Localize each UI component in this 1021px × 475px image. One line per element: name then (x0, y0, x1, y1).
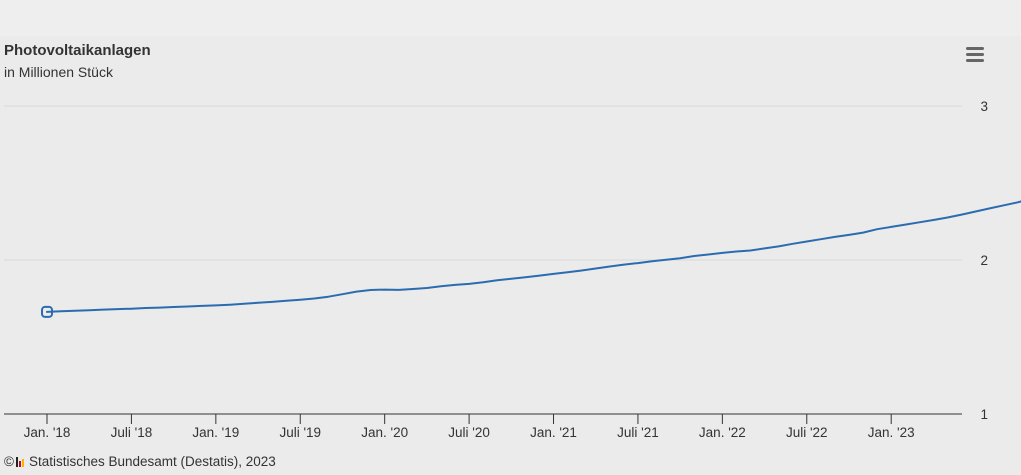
x-tick-label: Jan. '23 (868, 425, 915, 440)
destatis-logo-icon (15, 456, 25, 467)
menu-bar (966, 59, 984, 62)
hamburger-menu-icon[interactable] (962, 42, 988, 66)
x-tick-label: Jan. '18 (24, 425, 71, 440)
source-credit: © Statistisches Bundesamt (Destatis), 20… (4, 454, 276, 469)
x-tick-label: Juli '22 (786, 425, 828, 440)
x-tick-label: Juli '19 (279, 425, 321, 440)
y-tick-label: 1 (980, 407, 988, 422)
menu-bar (966, 47, 984, 50)
y-tick-label: 3 (980, 99, 988, 114)
series-layer[interactable] (41, 169, 1021, 318)
series-line[interactable] (46, 169, 1021, 313)
y-tick-label: 2 (980, 253, 988, 268)
top-strip (0, 0, 1021, 36)
x-tick-label: Juli '20 (448, 425, 490, 440)
x-tick-label: Jan. '21 (530, 425, 577, 440)
source-text: Statistisches Bundesamt (Destatis), 2023 (28, 454, 276, 469)
y-axis-ticks: 1 2 3 (980, 99, 988, 422)
x-tick-label: Jan. '22 (699, 425, 746, 440)
x-tick-label: Juli '18 (111, 425, 153, 440)
chart-title: Photovoltaikanlagen (4, 42, 151, 59)
data-point-marker[interactable] (41, 305, 53, 318)
x-tick-label: Jan. '20 (361, 425, 408, 440)
copyright-symbol: © (4, 454, 14, 469)
x-tick-label: Jan. '19 (192, 425, 239, 440)
chart-subtitle: in Millionen Stück (4, 64, 113, 80)
menu-bar (966, 53, 984, 56)
x-axis-ticks: Jan. '18 Juli '18 Jan. '19 Juli '19 Jan. '20… (24, 414, 915, 440)
grid-lines (4, 105, 962, 261)
x-tick-label: Juli '21 (617, 425, 659, 440)
